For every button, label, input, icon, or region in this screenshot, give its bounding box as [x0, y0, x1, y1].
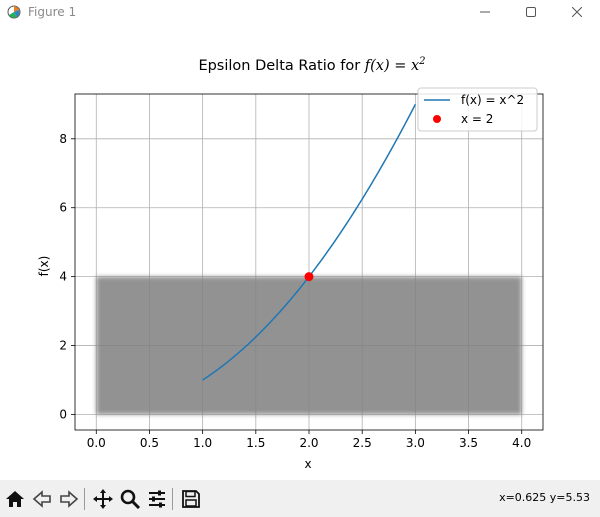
y-tick-label: 6 [59, 201, 67, 215]
home-icon[interactable] [3, 487, 27, 511]
close-icon[interactable] [554, 0, 600, 24]
y-tick-label: 0 [59, 407, 67, 421]
y-axis-ticks: 0 2 4 6 8 [59, 132, 75, 421]
matplotlib-icon [6, 4, 22, 20]
minimize-icon[interactable] [462, 0, 508, 24]
x-tick-label: 3.0 [406, 436, 425, 450]
legend-point-swatch [433, 115, 441, 123]
x-tick-label: 0.0 [87, 436, 106, 450]
x-tick-label: 2.0 [299, 436, 318, 450]
save-icon[interactable] [179, 487, 203, 511]
configure-subplots-icon[interactable] [145, 487, 169, 511]
x-axis-ticks: 0.0 0.5 1.0 1.5 2.0 2.5 3.0 3.5 4.0 [87, 430, 531, 450]
x-tick-label: 0.5 [140, 436, 159, 450]
x-tick-label: 3.5 [459, 436, 478, 450]
back-icon[interactable] [30, 487, 54, 511]
chart: 0.0 0.5 1.0 1.5 2.0 2.5 3.0 3.5 4.0 0 2 4 6 8 Epsilo… [37, 56, 544, 471]
y-axis-label: f(x) [37, 256, 51, 277]
navigation-toolbar: x=0.625 y=5.53 [0, 480, 600, 517]
window-titlebar: Figure 1 [0, 0, 600, 24]
x-tick-label: 1.5 [246, 436, 265, 450]
maximize-icon[interactable] [508, 0, 554, 24]
zoom-icon[interactable] [118, 487, 142, 511]
x-tick-label: 4.0 [512, 436, 531, 450]
forward-icon[interactable] [57, 487, 81, 511]
pan-icon[interactable] [91, 487, 115, 511]
y-tick-label: 4 [59, 270, 67, 284]
cursor-coordinates: x=0.625 y=5.53 [499, 491, 590, 504]
x-tick-label: 2.5 [353, 436, 372, 450]
y-tick-label: 2 [59, 339, 67, 353]
chart-title: Epsilon Delta Ratio for f(x) = x2 [198, 56, 425, 74]
x-tick-label: 1.0 [193, 436, 212, 450]
series-point-x-2 [304, 272, 314, 282]
shaded-region [96, 276, 522, 415]
legend: f(x) = x^2 x = 2 [417, 87, 538, 132]
legend-label-f-x: f(x) = x^2 [461, 93, 524, 107]
x-axis-label: x [304, 457, 311, 471]
toolbar-separator [172, 487, 173, 510]
toolbar-separator [84, 487, 85, 510]
window-title: Figure 1 [28, 5, 77, 19]
legend-label-x-2: x = 2 [461, 112, 493, 126]
figure-canvas[interactable]: 0.0 0.5 1.0 1.5 2.0 2.5 3.0 3.5 4.0 0 2 4 6 8 Epsilo… [0, 24, 600, 480]
y-tick-label: 8 [59, 132, 67, 146]
